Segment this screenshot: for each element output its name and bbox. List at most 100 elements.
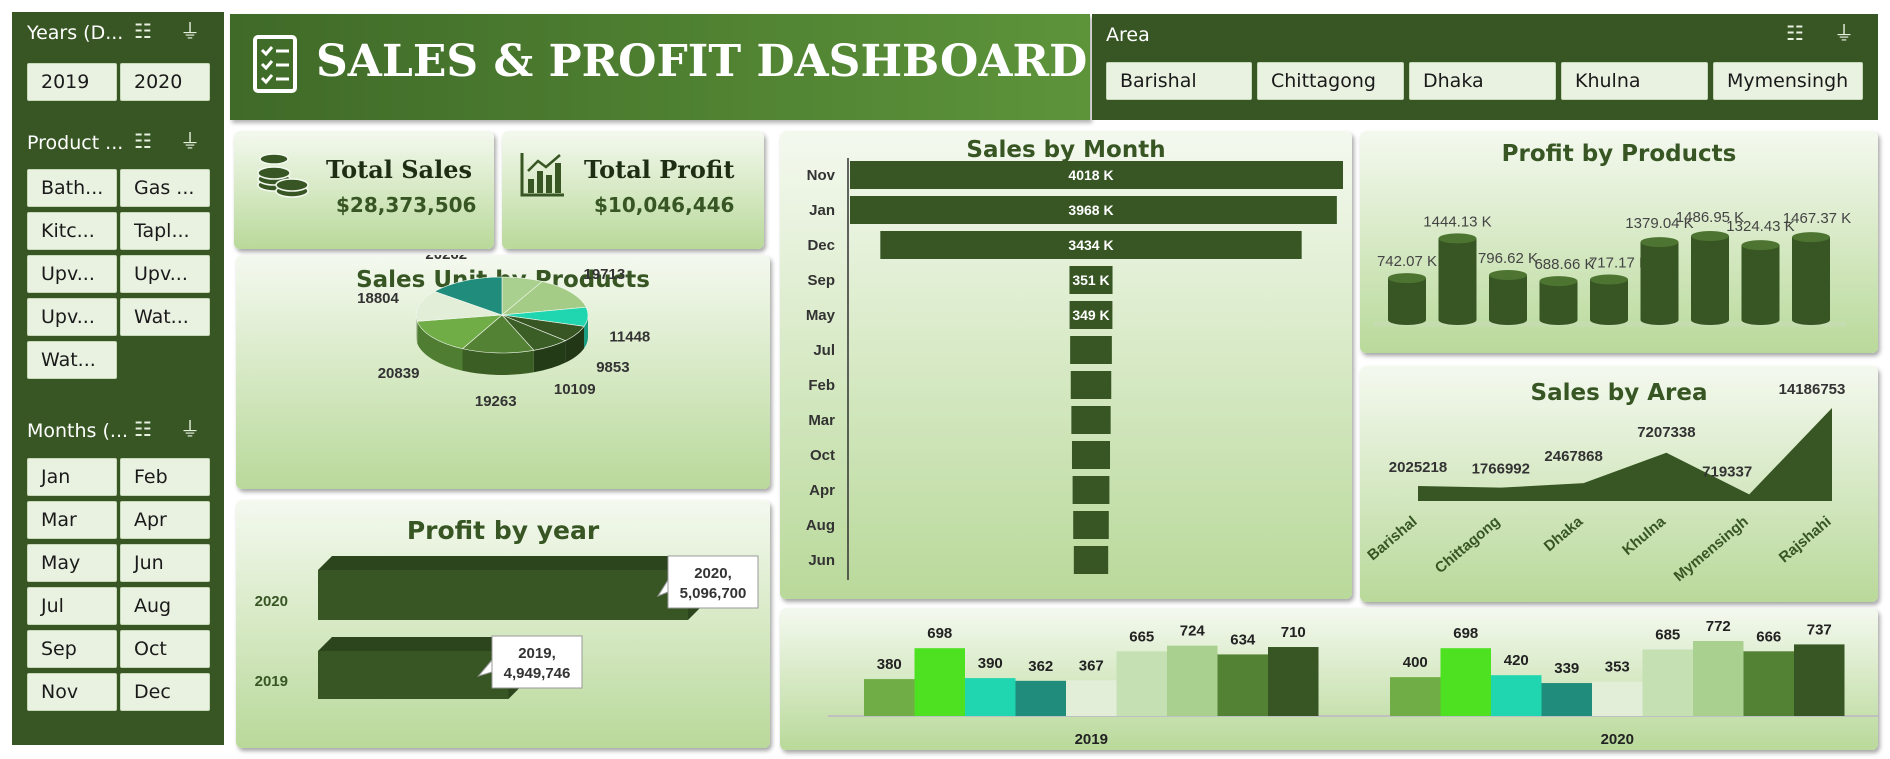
slicer-item-dhaka[interactable]: Dhaka	[1409, 62, 1556, 100]
slicer-item-2019[interactable]: 2019	[27, 63, 117, 101]
cylinder-body	[1640, 242, 1679, 320]
slicer-item-2020[interactable]: 2020	[120, 63, 210, 101]
month-column	[1693, 641, 1744, 716]
pie-slice-side	[533, 340, 566, 373]
profit-by-year-card: Profit by year 2020 2020, 5,096,700 2019 201…	[236, 500, 770, 748]
cylinder-base	[1640, 315, 1679, 325]
callout-box	[491, 635, 583, 689]
month-tick-label: Oct	[810, 447, 835, 464]
cylinder-body	[1741, 245, 1780, 320]
slicer-item-may[interactable]: May	[27, 544, 117, 582]
month-tick-label: Jul	[813, 342, 835, 359]
sales-by-area-card: Sales by Area 2025218 1766992 2467868 72073…	[1360, 366, 1878, 602]
pie-data-label: 9853	[596, 359, 629, 376]
slicer-item-product[interactable]: Upv...	[27, 298, 117, 336]
month-tick-label: Jan	[809, 202, 835, 219]
slicer-item-product[interactable]: Gas ...	[120, 169, 210, 207]
year-tick-label: 2019	[255, 673, 288, 690]
multi-select-icon[interactable]: ☷	[134, 419, 152, 441]
month-column	[1592, 681, 1643, 716]
area-tick-label: Rajshahi	[1776, 513, 1835, 566]
profit-data-label: 1486.95 K	[1676, 209, 1744, 226]
slicer-item-nov[interactable]: Nov	[27, 673, 117, 711]
clear-filter-icon[interactable]: ⏚	[1834, 23, 1854, 45]
slicer-item-mar[interactable]: Mar	[27, 501, 117, 539]
cylinder-top	[1388, 273, 1426, 284]
multi-select-icon[interactable]: ☷	[1786, 23, 1804, 45]
pie-data-label: 19713	[584, 266, 626, 283]
cylinder-top	[1438, 233, 1477, 244]
total-sales-value: $28,373,506	[336, 193, 477, 217]
profit-by-year-chart: 2020 2020, 5,096,700 2019 2019, 4,949,746	[255, 555, 759, 699]
slicer-item-sep[interactable]: Sep	[27, 630, 117, 668]
slicer-item-jun[interactable]: Jun	[120, 544, 210, 582]
month-column	[1167, 645, 1218, 716]
multi-select-icon[interactable]: ☷	[134, 21, 152, 43]
slicer-item-product[interactable]: Tapl...	[120, 212, 210, 250]
slicer-item-aug[interactable]: Aug	[120, 587, 210, 625]
clear-filter-icon[interactable]: ⏚	[180, 419, 200, 441]
cylinder-body	[1388, 278, 1426, 320]
slicer-item-dec[interactable]: Dec	[120, 673, 210, 711]
area-data-label: 2025218	[1389, 459, 1447, 476]
callout-value: 5,096,700	[680, 585, 747, 602]
chart-title: Profit by Products	[1501, 141, 1737, 167]
slicer-item-apr[interactable]: Apr	[120, 501, 210, 539]
months-slicer-title: Months (...	[27, 420, 129, 442]
cylinder-base	[1590, 315, 1628, 325]
month-bar	[1069, 301, 1113, 329]
slicer-item-product[interactable]: Bath...	[27, 169, 117, 207]
pie-slice-side	[417, 321, 463, 371]
clear-filter-icon[interactable]: ⏚	[180, 21, 200, 43]
pie-data-label: 10109	[554, 381, 596, 398]
month-column	[1491, 675, 1542, 716]
slicer-item-jan[interactable]: Jan	[27, 458, 117, 496]
dashboard-header: SALES & PROFIT DASHBOARD	[230, 14, 1090, 120]
column-data-label: 362	[1028, 658, 1053, 675]
slicer-item-jul[interactable]: Jul	[27, 587, 117, 625]
month-bar	[850, 161, 1343, 189]
month-tick-label: Feb	[808, 377, 835, 394]
profit-data-label: 688.66 K	[1534, 256, 1594, 273]
area-fill	[1418, 408, 1832, 501]
slicer-item-product[interactable]: Wat...	[27, 341, 117, 379]
years-slicer-title: Years (D...	[27, 22, 124, 44]
column-data-label: 420	[1504, 652, 1529, 669]
column-data-label: 367	[1079, 657, 1104, 674]
area-data-label: 7207338	[1637, 424, 1695, 441]
month-data-label: 3968 K	[1068, 202, 1113, 218]
slicer-item-mymensingh[interactable]: Mymensingh	[1713, 62, 1863, 100]
column-data-label: 380	[877, 656, 902, 673]
cylinder-body	[1590, 279, 1628, 320]
cylinder-body	[1489, 274, 1527, 320]
month-tick-label: Nov	[807, 167, 836, 184]
slicer-item-product[interactable]: Upv...	[27, 255, 117, 293]
slicer-item-khulna[interactable]: Khulna	[1561, 62, 1708, 100]
pie-data-label: 20839	[378, 365, 420, 382]
callout-label: 2020,	[694, 565, 732, 582]
column-data-label: 772	[1706, 618, 1731, 635]
slicer-item-oct[interactable]: Oct	[120, 630, 210, 668]
month-bar	[850, 196, 1337, 224]
month-tick-label: May	[806, 307, 836, 324]
slicer-item-product[interactable]: Wat...	[120, 298, 210, 336]
total-profit-value: $10,046,446	[594, 193, 735, 217]
multi-select-icon[interactable]: ☷	[134, 131, 152, 153]
slicer-item-feb[interactable]: Feb	[120, 458, 210, 496]
column-data-label: 400	[1403, 654, 1428, 671]
pie-slice	[433, 276, 503, 316]
slicer-item-barishal[interactable]: Barishal	[1106, 62, 1252, 100]
column-data-label: 339	[1554, 660, 1579, 677]
area-data-label: 1766992	[1472, 461, 1530, 478]
slicer-item-chittagong[interactable]: Chittagong	[1257, 62, 1404, 100]
month-column	[1794, 644, 1845, 716]
clear-filter-icon[interactable]: ⏚	[180, 131, 200, 153]
cylinder-base	[1489, 315, 1527, 325]
cylinder-top	[1489, 269, 1527, 280]
slicer-item-product[interactable]: Kitc...	[27, 212, 117, 250]
slicer-item-product[interactable]: Upv...	[120, 255, 210, 293]
month-data-label: 349 K	[1072, 307, 1109, 323]
year-bar	[318, 651, 509, 699]
month-column	[1217, 654, 1268, 716]
cylinder-body	[1539, 281, 1578, 320]
